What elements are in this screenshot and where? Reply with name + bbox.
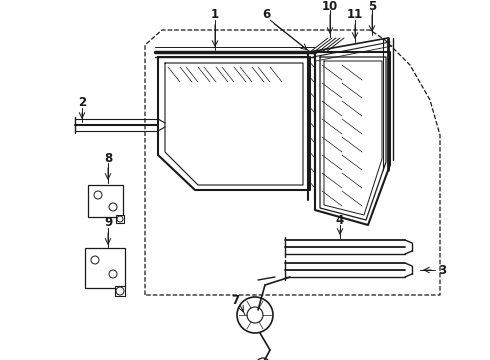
Circle shape	[109, 203, 117, 211]
Text: 8: 8	[104, 152, 112, 165]
Text: 1: 1	[211, 9, 219, 22]
Text: 9: 9	[104, 216, 112, 230]
FancyBboxPatch shape	[85, 248, 125, 288]
Circle shape	[109, 270, 117, 278]
Text: 4: 4	[336, 213, 344, 226]
Text: 6: 6	[262, 9, 270, 22]
FancyBboxPatch shape	[116, 215, 124, 223]
Text: 11: 11	[347, 8, 363, 21]
Circle shape	[91, 256, 99, 264]
Text: 3: 3	[438, 264, 446, 276]
Text: 7: 7	[231, 293, 239, 306]
Text: 5: 5	[368, 0, 376, 13]
Circle shape	[94, 191, 102, 199]
Text: 2: 2	[78, 96, 86, 109]
FancyBboxPatch shape	[88, 185, 123, 217]
FancyBboxPatch shape	[115, 286, 125, 296]
Text: 10: 10	[322, 0, 338, 13]
